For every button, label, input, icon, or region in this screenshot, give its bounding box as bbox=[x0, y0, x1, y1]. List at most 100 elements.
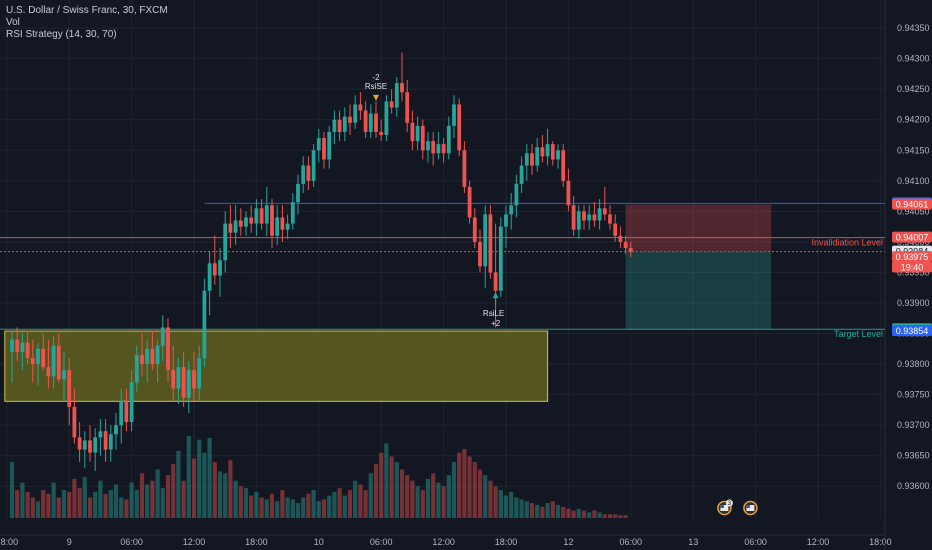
volume-bar bbox=[20, 482, 25, 518]
candle-body bbox=[358, 104, 363, 111]
candle-body bbox=[150, 348, 155, 365]
candle-body bbox=[51, 345, 56, 377]
signal-name-label: RsiSE bbox=[365, 82, 387, 91]
volume-bar bbox=[561, 506, 566, 518]
candle-body bbox=[140, 354, 144, 365]
volume-bar bbox=[519, 499, 524, 518]
candle-body bbox=[218, 260, 222, 276]
event-count-label: 3 bbox=[728, 501, 732, 507]
x-tick-label: 06:00 bbox=[620, 537, 643, 547]
volume-bar bbox=[103, 493, 108, 518]
x-tick-label: 12:00 bbox=[807, 537, 830, 547]
candle-body bbox=[535, 147, 540, 166]
candle-body bbox=[509, 205, 514, 215]
x-tick-label: 12 bbox=[563, 537, 573, 547]
volume-bar bbox=[368, 473, 373, 518]
volume-bar bbox=[613, 514, 618, 518]
candle-body bbox=[124, 400, 129, 423]
volume-bar bbox=[254, 491, 259, 518]
volume-bar bbox=[207, 437, 212, 518]
candle-body bbox=[233, 220, 238, 233]
volume-bar bbox=[540, 506, 545, 518]
event-count-badge bbox=[725, 499, 733, 507]
volume-bar bbox=[280, 490, 285, 518]
volume-bar bbox=[373, 463, 379, 518]
price-tag-label: 0.93975 bbox=[896, 252, 929, 262]
candle-body bbox=[368, 113, 373, 132]
candle-body bbox=[342, 116, 347, 132]
volume-bar bbox=[108, 490, 113, 518]
candle-body bbox=[322, 138, 326, 160]
x-tick-label: 13 bbox=[688, 537, 698, 547]
volume-bar bbox=[61, 490, 67, 518]
short-entry-arrow-icon bbox=[373, 94, 379, 101]
candle-body bbox=[582, 211, 586, 221]
candle-body bbox=[415, 125, 420, 142]
symbol-title[interactable]: U.S. Dollar / Swiss Franc, 30, FXCM bbox=[6, 5, 168, 16]
volume-bar bbox=[467, 456, 472, 518]
volume-bar bbox=[425, 478, 431, 518]
candle-body bbox=[613, 223, 618, 236]
candle-body bbox=[400, 83, 404, 93]
volume-bar bbox=[405, 475, 410, 518]
candle-body bbox=[46, 367, 51, 377]
volume-bar bbox=[233, 480, 238, 518]
chart-legend: U.S. Dollar / Swiss Franc, 30, FXCM Vol … bbox=[6, 5, 168, 41]
volume-bar bbox=[384, 443, 389, 518]
candle-body bbox=[160, 327, 165, 346]
volume-bar bbox=[420, 490, 425, 518]
price-tag-label: 0.93854 bbox=[896, 326, 929, 336]
x-tick-label: 10 bbox=[314, 537, 324, 547]
candle-body bbox=[316, 138, 321, 151]
candle-body bbox=[441, 144, 446, 154]
volume-bar bbox=[217, 471, 223, 518]
strategy-indicator-label[interactable]: RSI Strategy (14, 30, 70) bbox=[6, 29, 117, 40]
price-tag-label: 19:40 bbox=[901, 263, 924, 273]
volume-bar bbox=[571, 510, 576, 518]
candle-body bbox=[556, 150, 560, 160]
candle-body bbox=[20, 342, 25, 352]
candle-body bbox=[628, 248, 633, 252]
y-tick-label: 0.93600 bbox=[897, 481, 930, 491]
candle-body bbox=[62, 370, 66, 380]
volume-bar bbox=[243, 488, 249, 518]
volume-bar bbox=[113, 484, 119, 518]
volume-bar bbox=[394, 462, 399, 518]
volume-bar bbox=[342, 495, 347, 518]
volume-bar bbox=[9, 462, 15, 518]
y-tick-label: 0.93900 bbox=[897, 298, 930, 308]
volume-bar bbox=[483, 475, 488, 518]
candle-body bbox=[493, 272, 498, 291]
y-tick-label: 0.94350 bbox=[897, 23, 930, 33]
volume-bar bbox=[165, 475, 171, 518]
x-tick-label: 06:00 bbox=[120, 537, 143, 547]
candle-body bbox=[171, 370, 176, 389]
price-tag bbox=[892, 198, 932, 210]
candle-body bbox=[134, 354, 139, 383]
candle-body bbox=[30, 357, 35, 365]
volume-bar bbox=[623, 515, 628, 518]
candle-body bbox=[72, 406, 77, 438]
volume-bar bbox=[410, 480, 415, 518]
volume-bar bbox=[72, 478, 77, 518]
x-tick-label: 06:00 bbox=[370, 537, 393, 547]
candle-body bbox=[348, 116, 352, 123]
candle-body bbox=[353, 104, 358, 123]
volume-bar bbox=[389, 456, 394, 518]
price-tag-label: 0.94007 bbox=[896, 233, 929, 243]
volume-bar bbox=[41, 490, 46, 518]
candle-body bbox=[207, 263, 212, 291]
volume-bar bbox=[535, 504, 540, 518]
candle-body bbox=[10, 339, 14, 352]
volume-bar bbox=[295, 503, 301, 518]
candle-body bbox=[472, 217, 477, 242]
x-tick-label: 18:00 bbox=[495, 537, 518, 547]
volume-bar bbox=[509, 491, 514, 518]
volume-indicator-label[interactable]: Vol bbox=[6, 17, 20, 28]
candle-body bbox=[379, 131, 384, 135]
volume-bar bbox=[301, 497, 306, 518]
volume-bar bbox=[503, 495, 509, 518]
price-tag bbox=[892, 231, 932, 243]
